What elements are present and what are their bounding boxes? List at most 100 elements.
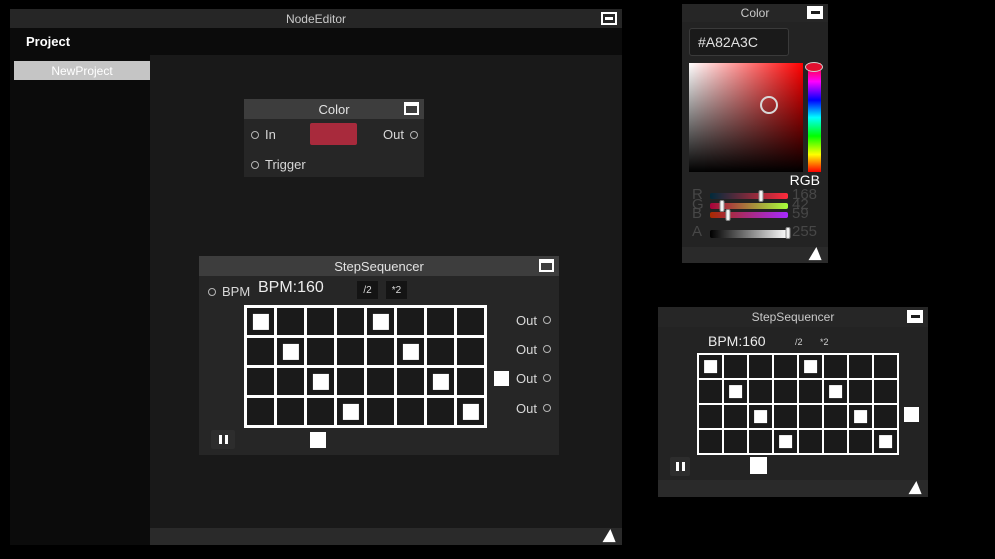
channel-slider-track[interactable] xyxy=(710,200,788,212)
step-cell[interactable] xyxy=(247,368,274,395)
double-speed-button[interactable]: *2 xyxy=(820,337,829,347)
step-cell[interactable] xyxy=(307,398,334,425)
pause-button[interactable] xyxy=(670,457,690,476)
hex-color-input[interactable] xyxy=(689,28,789,56)
half-speed-button[interactable]: /2 xyxy=(795,337,803,347)
step-cell[interactable] xyxy=(247,338,274,365)
step-cell[interactable] xyxy=(337,308,364,335)
step-cell[interactable] xyxy=(307,368,334,395)
resize-grip-icon[interactable] xyxy=(602,529,617,543)
out-pin[interactable] xyxy=(543,404,551,412)
sv-cursor[interactable] xyxy=(760,96,778,114)
step-cell[interactable] xyxy=(774,380,797,403)
step-cell[interactable] xyxy=(427,368,454,395)
channel-slider-track[interactable] xyxy=(710,209,788,221)
color-panel-titlebar[interactable]: Color xyxy=(682,4,828,22)
channel-slider-track[interactable] xyxy=(710,227,791,239)
collapse-window-icon[interactable] xyxy=(807,6,823,19)
trigger-pin[interactable] xyxy=(251,160,259,169)
step-cell[interactable] xyxy=(874,405,897,428)
menu-item-project[interactable]: Project xyxy=(26,34,71,49)
saturation-value-picker[interactable] xyxy=(689,63,803,172)
channel-slider-handle[interactable] xyxy=(725,209,731,221)
color-node-header[interactable]: Color xyxy=(244,99,424,119)
step-cell[interactable] xyxy=(247,398,274,425)
step-cell[interactable] xyxy=(307,338,334,365)
step-sequencer-node[interactable]: StepSequencer BPM BPM:160 /2 *2 xyxy=(199,256,559,455)
step-cell[interactable] xyxy=(427,338,454,365)
step-cell[interactable] xyxy=(774,355,797,378)
step-cell[interactable] xyxy=(337,398,364,425)
step-cell[interactable] xyxy=(749,380,772,403)
step-cell[interactable] xyxy=(277,398,304,425)
step-cell[interactable] xyxy=(824,405,847,428)
step-cell[interactable] xyxy=(699,430,722,453)
resize-grip-icon[interactable] xyxy=(908,481,923,495)
half-speed-button[interactable]: /2 xyxy=(357,281,378,299)
channel-slider-handle[interactable] xyxy=(719,200,725,212)
step-cell[interactable] xyxy=(774,405,797,428)
step-cell[interactable] xyxy=(457,338,484,365)
step-cell[interactable] xyxy=(874,430,897,453)
out-pin[interactable] xyxy=(543,374,551,382)
step-cell[interactable] xyxy=(397,398,424,425)
step-cell[interactable] xyxy=(337,338,364,365)
step-cell[interactable] xyxy=(824,430,847,453)
in-pin[interactable] xyxy=(251,130,259,139)
step-cell[interactable] xyxy=(457,368,484,395)
step-cell[interactable] xyxy=(367,398,394,425)
step-cell[interactable] xyxy=(749,405,772,428)
step-cell[interactable] xyxy=(724,380,747,403)
step-cell[interactable] xyxy=(457,398,484,425)
step-cell[interactable] xyxy=(824,355,847,378)
open-panel-icon[interactable] xyxy=(539,259,554,272)
step-cell[interactable] xyxy=(849,355,872,378)
pause-button[interactable] xyxy=(211,430,235,449)
step-cell[interactable] xyxy=(247,308,274,335)
node-editor-titlebar[interactable]: NodeEditor xyxy=(10,9,622,28)
step-cell[interactable] xyxy=(849,405,872,428)
double-speed-button[interactable]: *2 xyxy=(386,281,407,299)
collapse-window-icon[interactable] xyxy=(601,12,617,25)
bpm-value-display[interactable]: BPM:160 xyxy=(258,279,324,296)
step-cell[interactable] xyxy=(799,380,822,403)
step-cell[interactable] xyxy=(427,398,454,425)
step-sequencer-panel-titlebar[interactable]: StepSequencer xyxy=(658,307,928,327)
step-cell[interactable] xyxy=(849,430,872,453)
channel-slider-handle[interactable] xyxy=(758,190,764,202)
step-cell[interactable] xyxy=(337,368,364,395)
bpm-value-display[interactable]: BPM:160 xyxy=(708,333,766,349)
step-cell[interactable] xyxy=(457,308,484,335)
bpm-pin[interactable] xyxy=(208,287,216,296)
step-cell[interactable] xyxy=(849,380,872,403)
step-cell[interactable] xyxy=(367,338,394,365)
hue-cursor[interactable] xyxy=(805,62,823,72)
step-cell[interactable] xyxy=(724,405,747,428)
step-cell[interactable] xyxy=(307,308,334,335)
step-cell[interactable] xyxy=(774,430,797,453)
step-cell[interactable] xyxy=(799,405,822,428)
step-cell[interactable] xyxy=(749,430,772,453)
step-cell[interactable] xyxy=(397,338,424,365)
step-cell[interactable] xyxy=(724,430,747,453)
step-sequencer-node-header[interactable]: StepSequencer xyxy=(199,256,559,276)
open-panel-icon[interactable] xyxy=(404,102,419,115)
step-cell[interactable] xyxy=(724,355,747,378)
step-cell[interactable] xyxy=(874,355,897,378)
color-swatch[interactable] xyxy=(310,123,357,145)
step-cell[interactable] xyxy=(699,380,722,403)
resize-grip-icon[interactable] xyxy=(808,247,823,261)
step-cell[interactable] xyxy=(427,308,454,335)
step-cell[interactable] xyxy=(799,430,822,453)
collapse-window-icon[interactable] xyxy=(907,310,923,323)
out-pin[interactable] xyxy=(410,130,418,139)
step-cell[interactable] xyxy=(799,355,822,378)
step-cell[interactable] xyxy=(874,380,897,403)
step-cell[interactable] xyxy=(749,355,772,378)
channel-slider-track[interactable] xyxy=(710,190,788,202)
step-cell[interactable] xyxy=(699,405,722,428)
step-cell[interactable] xyxy=(699,355,722,378)
step-cell[interactable] xyxy=(397,308,424,335)
step-cell[interactable] xyxy=(367,368,394,395)
color-node[interactable]: Color In Out Trigger xyxy=(244,99,424,177)
